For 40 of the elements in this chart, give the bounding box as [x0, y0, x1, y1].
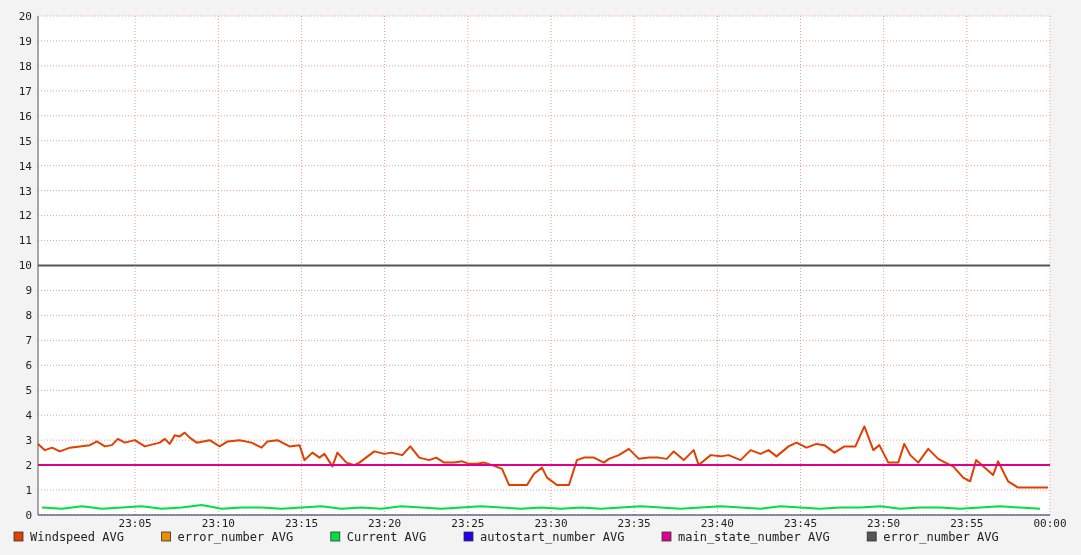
x-tick-label: 23:15	[284, 517, 319, 530]
legend-label: error_number AVG	[883, 530, 999, 544]
y-tick-label: 7	[25, 334, 32, 348]
x-tick-label: 23:05	[118, 517, 152, 530]
x-tick-label: 23:20	[368, 517, 402, 530]
y-tick-label: 6	[25, 359, 32, 373]
y-tick-label: 17	[18, 84, 32, 98]
line-series	[37, 425, 1049, 489]
y-tick-label: 10	[18, 259, 32, 273]
y-tick-label: 14	[18, 159, 33, 173]
x-tick-label: 23:35	[617, 517, 651, 530]
y-tick-label: 11	[18, 234, 32, 248]
x-tick-label: 23:30	[534, 517, 568, 530]
legend-label: main_state_number AVG	[678, 530, 830, 544]
legend-label: error_number AVG	[177, 530, 294, 544]
y-tick-label: 18	[18, 59, 32, 73]
x-tick-label: 00:00	[1033, 517, 1067, 530]
y-tick-label: 0	[25, 508, 32, 522]
y-tick-label: 12	[18, 209, 32, 223]
y-tick-label: 1	[25, 483, 32, 497]
y-tick-label: 4	[25, 409, 33, 423]
y-tick-label: 20	[18, 9, 32, 23]
legend-label: Windspeed AVG	[30, 530, 124, 544]
y-tick-label: 13	[18, 184, 32, 198]
x-tick-label: 23:25	[451, 517, 485, 530]
y-tick-label: 9	[25, 284, 32, 298]
legend-label: Current AVG	[346, 530, 427, 544]
y-tick-label: 15	[18, 134, 32, 148]
y-tick-label: 5	[25, 384, 32, 398]
x-tick-label: 23:45	[783, 517, 818, 530]
x-tick-label: 23:50	[867, 517, 901, 530]
y-tick-label: 3	[25, 434, 32, 447]
y-tick-label: 8	[25, 309, 32, 323]
x-tick-label: 23:10	[201, 517, 235, 530]
x-tick-label: 23:55	[950, 517, 984, 530]
y-tick-label: 19	[18, 34, 32, 48]
legend-label: autostart_number AVG	[480, 530, 625, 544]
y-tick-label: 16	[18, 109, 32, 123]
y-tick-label: 2	[25, 458, 32, 472]
x-tick-label: 23:40	[700, 517, 734, 530]
